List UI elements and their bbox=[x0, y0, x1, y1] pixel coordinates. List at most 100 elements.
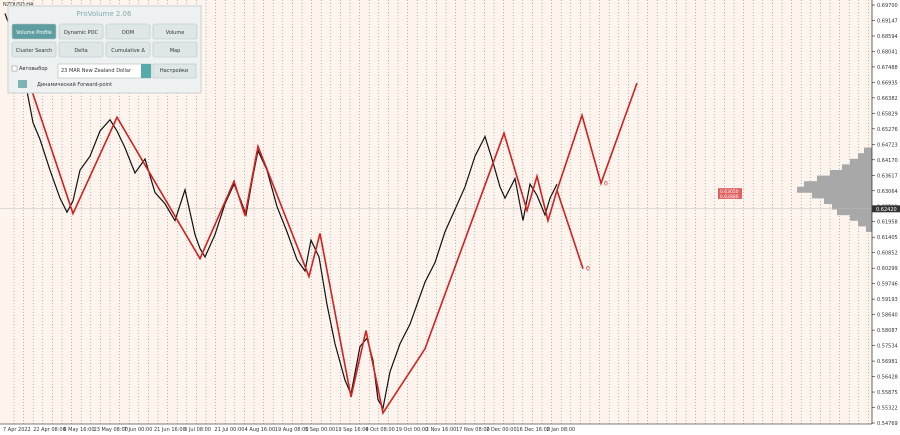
level-tag bbox=[718, 192, 742, 199]
date-label: 16 Dec 16:00 bbox=[516, 427, 550, 433]
panel-button[interactable] bbox=[152, 41, 198, 58]
checkbox[interactable] bbox=[11, 65, 18, 72]
profile-bar bbox=[830, 169, 872, 176]
price-line bbox=[4, 13, 558, 410]
profile-bar bbox=[817, 175, 872, 182]
profile-bar bbox=[824, 197, 872, 204]
panel-button[interactable] bbox=[11, 41, 57, 58]
date-label: 19 Oct 00:00 bbox=[396, 427, 429, 433]
panel: ProVolume 2.06 Volume Profile Dynamic POC… bbox=[7, 5, 202, 94]
price-label: 0.69700 bbox=[877, 3, 898, 9]
settings-label: Настройки bbox=[160, 67, 188, 74]
date-label: 2 Nov 16:00 bbox=[426, 427, 457, 433]
button-label: Dynamic POC bbox=[64, 30, 99, 36]
price-label: 0.60299 bbox=[877, 266, 898, 272]
profile-bar bbox=[858, 153, 872, 160]
date-label: 4 Aug 16:00 bbox=[245, 427, 276, 433]
symbol: NZDUSD,H4 bbox=[3, 2, 33, 8]
price-label: 0.60852 bbox=[877, 251, 898, 257]
forecast-label: 0 bbox=[604, 180, 608, 187]
price-label: 0.65276 bbox=[877, 127, 898, 133]
date-label: 6 May 16:00 bbox=[63, 427, 94, 433]
profile-bar bbox=[842, 164, 872, 171]
price-label: 0.58640 bbox=[877, 313, 898, 319]
dropdown-arrow[interactable] bbox=[141, 64, 151, 78]
button-label: Cluster Search bbox=[16, 48, 53, 54]
forecast-label: 0 bbox=[586, 266, 590, 273]
date-label: 7 Jun 00:00 bbox=[124, 427, 153, 433]
button-label: Volume Profile bbox=[16, 30, 52, 36]
instrument: 23 MAR New Zealand Dollar bbox=[61, 68, 132, 74]
zigzag bbox=[29, 84, 558, 415]
date-label: 17 Nov 08:00 bbox=[456, 427, 490, 433]
price-label: 0.63064 bbox=[877, 189, 898, 195]
price-label: 0.55322 bbox=[877, 406, 898, 412]
profile-bar bbox=[850, 158, 872, 165]
price-label: 0.66935 bbox=[877, 80, 898, 86]
button-label: Volume bbox=[166, 30, 185, 36]
button-label: Map bbox=[170, 48, 181, 54]
date-label: 2 Jan 08:00 bbox=[547, 427, 575, 433]
profile-bar bbox=[797, 186, 872, 193]
price-label: 0.67488 bbox=[877, 65, 898, 71]
date-label: 23 May 08:00 bbox=[94, 427, 128, 433]
profile-bar bbox=[850, 214, 872, 221]
panel-button[interactable] bbox=[11, 23, 57, 40]
button-label: Cumulative Δ bbox=[111, 48, 145, 54]
date-label: 4 Oct 08:00 bbox=[365, 427, 394, 433]
profile-bar bbox=[812, 192, 872, 199]
forecast-line bbox=[556, 190, 584, 269]
profile-bar bbox=[832, 203, 872, 210]
panel-button[interactable] bbox=[152, 23, 198, 40]
price-label: 0.54769 bbox=[877, 421, 898, 427]
price-label: 0.64723 bbox=[877, 142, 898, 148]
panel-button[interactable] bbox=[105, 23, 151, 40]
profile-bar bbox=[866, 225, 872, 232]
plot bbox=[0, 13, 872, 415]
forward-point[interactable]: Динамический Forward-point bbox=[37, 81, 112, 88]
date-label: 19 Sep 16:00 bbox=[335, 427, 368, 433]
price-label: 0.63617 bbox=[877, 173, 898, 179]
button-label: DOM bbox=[122, 30, 134, 36]
price-label: 0.56428 bbox=[877, 375, 898, 381]
current-tag bbox=[872, 205, 900, 213]
date-label: 21 Jul 00:00 bbox=[214, 427, 244, 433]
level-label: 0.62880 bbox=[720, 194, 739, 200]
level-label: 0.63050 bbox=[720, 189, 739, 195]
price-label: 0.55875 bbox=[877, 390, 898, 396]
date-label: 21 Jun 16:00 bbox=[154, 427, 186, 433]
price-label: 0.58087 bbox=[877, 328, 898, 334]
date-label: 5 Sep 00:00 bbox=[305, 427, 335, 433]
level-tag bbox=[718, 188, 742, 195]
panel-button[interactable] bbox=[105, 41, 151, 58]
panel-button[interactable] bbox=[58, 23, 104, 40]
profile-bar bbox=[864, 147, 872, 154]
price-label: 0.69147 bbox=[877, 18, 898, 24]
date-label: 19 Aug 08:00 bbox=[275, 427, 309, 433]
price-label: 0.56981 bbox=[877, 359, 898, 365]
auto-select[interactable]: Автовыбор bbox=[19, 66, 48, 72]
panel-title: ProVolume 2.06 bbox=[77, 10, 132, 18]
price-label: 0.65829 bbox=[877, 111, 898, 117]
price-label: 0.61958 bbox=[877, 220, 898, 226]
profile-bar bbox=[858, 220, 872, 227]
date-label: 6 Jul 08:00 bbox=[184, 427, 211, 433]
button-label: Delta bbox=[74, 48, 87, 54]
panel-button[interactable] bbox=[58, 41, 104, 58]
date-label: 22 Apr 08:00 bbox=[33, 427, 66, 433]
settings-button[interactable] bbox=[152, 63, 197, 79]
date-label: 7 Apr 2022 bbox=[3, 427, 31, 433]
checkbox[interactable] bbox=[18, 80, 27, 88]
forecast-line bbox=[556, 82, 638, 191]
price-label: 0.66382 bbox=[877, 96, 898, 102]
price-label: 0.68594 bbox=[877, 34, 898, 40]
date-label: 2 Dec 00:00 bbox=[486, 427, 516, 433]
price-label: 0.59746 bbox=[877, 282, 898, 288]
price-label: 0.68041 bbox=[877, 49, 898, 55]
price-label: 0.59193 bbox=[877, 297, 898, 303]
profile-bar bbox=[837, 209, 872, 216]
profile-bar bbox=[804, 181, 872, 188]
current-label: 0.62420 bbox=[876, 207, 897, 213]
price-label: 0.64170 bbox=[877, 158, 898, 164]
